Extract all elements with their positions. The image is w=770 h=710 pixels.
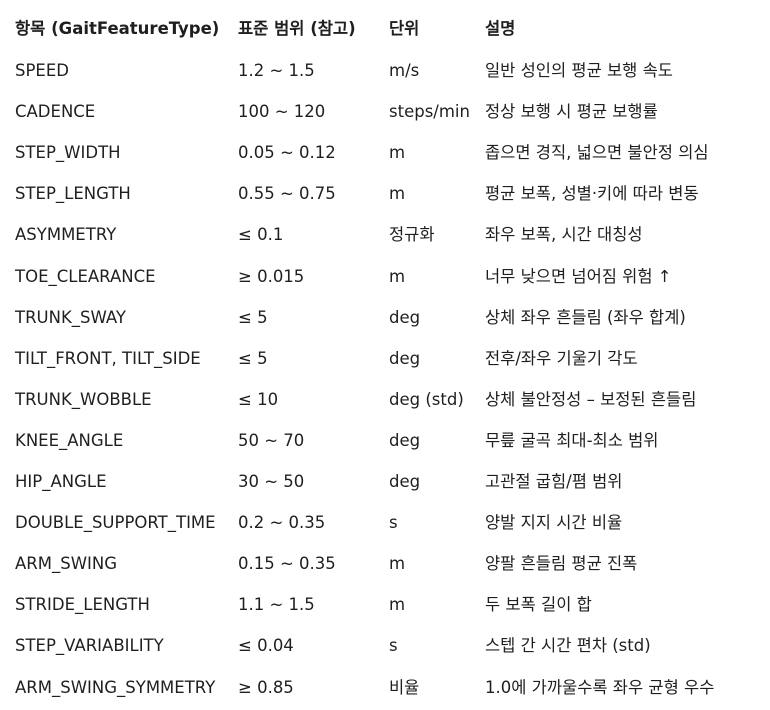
cell-unit: deg — [389, 472, 421, 491]
cell-unit: deg (std) — [389, 389, 464, 409]
cell-description: 너무 낮으면 넘어짐 위험 ↑ — [485, 266, 672, 286]
cell-unit: m — [389, 184, 406, 204]
cell-standard-range: 100 ~ 120 — [238, 102, 326, 122]
cell-description: 좁으면 경직, 넓으면 불안정 의심 — [485, 143, 709, 163]
table-row: DOUBLE_SUPPORT_TIME 0.2 ~ 0.35 s 양발 지지 시간 비… — [0, 502, 770, 543]
cell-standard-range: 30 ~ 50 — [238, 472, 305, 491]
cell-standard-range: 0.2 ~ 0.35 — [238, 513, 326, 533]
cell-standard-range: ≤ 0.04 — [238, 636, 294, 656]
cell-standard-range: 50 ~ 70 — [238, 430, 305, 450]
cell-feature: TILT_FRONT, TILT_SIDE — [15, 348, 201, 368]
cell-description: 전후/좌우 기울기 각도 — [485, 348, 638, 368]
cell-description: 1.0에 가까울수록 좌우 균형 우수 — [485, 677, 715, 697]
cell-unit: m — [389, 595, 406, 615]
cell-feature: KNEE_ANGLE — [15, 430, 124, 450]
cell-standard-range: 1.1 ~ 1.5 — [238, 595, 315, 615]
cell-unit: steps/min — [389, 102, 470, 122]
cell-feature: HIP_ANGLE — [15, 472, 107, 491]
header-description: 설명 — [485, 19, 516, 38]
table-row: ASYMMETRY ≤ 0.1 정규화 좌우 보폭, 시간 대칭성 — [0, 214, 770, 255]
cell-feature: TRUNK_SWAY — [15, 307, 127, 327]
table-row: SPEED 1.2 ~ 1.5 m/s 일반 성인의 평균 보행 속도 — [0, 50, 770, 91]
cell-description: 정상 보행 시 평균 보행률 — [485, 102, 658, 122]
table-row: STEP_VARIABILITY ≤ 0.04 s 스텝 간 시간 편차 (std) — [0, 625, 770, 666]
cell-feature: TOE_CLEARANCE — [15, 266, 156, 286]
cell-description: 무릎 굴곡 최대-최소 범위 — [485, 430, 659, 450]
table-row: STRIDE_LENGTH 1.1 ~ 1.5 m 두 보폭 길이 합 — [0, 584, 770, 625]
cell-feature: CADENCE — [15, 102, 96, 122]
cell-feature: ASYMMETRY — [15, 225, 117, 245]
cell-description: 고관절 굽힘/폄 범위 — [485, 472, 623, 491]
table-row: KNEE_ANGLE 50 ~ 70 deg 무릎 굴곡 최대-최소 범위 — [0, 420, 770, 461]
cell-standard-range: 0.05 ~ 0.12 — [238, 143, 336, 163]
cell-description: 상체 불안정성 – 보정된 흔들림 — [485, 389, 697, 409]
cell-feature: STEP_LENGTH — [15, 184, 131, 204]
cell-standard-range: ≥ 0.015 — [238, 266, 305, 286]
cell-unit: 비율 — [389, 677, 420, 697]
header-standard-range: 표준 범위 (참고) — [238, 19, 356, 38]
cell-description: 평균 보폭, 성별·키에 따라 변동 — [485, 184, 699, 204]
table-row: ARM_SWING 0.15 ~ 0.35 m 양팔 흔들림 평균 진폭 — [0, 543, 770, 584]
cell-unit: deg — [389, 348, 421, 368]
cell-unit: deg — [389, 430, 421, 450]
cell-description: 두 보폭 길이 합 — [485, 595, 592, 615]
cell-standard-range: ≤ 5 — [238, 307, 268, 327]
table-row: CADENCE 100 ~ 120 steps/min 정상 보행 시 평균 보행률 — [0, 91, 770, 132]
cell-unit: 정규화 — [389, 225, 435, 245]
cell-standard-range: ≤ 0.1 — [238, 225, 284, 245]
cell-feature: STRIDE_LENGTH — [15, 595, 150, 615]
cell-unit: m — [389, 266, 406, 286]
cell-feature: DOUBLE_SUPPORT_TIME — [15, 513, 216, 533]
table-row: TRUNK_WOBBLE ≤ 10 deg (std) 상체 불안정성 – 보정된 흔… — [0, 379, 770, 420]
header-feature: 항목 (GaitFeatureType) — [15, 19, 220, 38]
cell-standard-range: 0.15 ~ 0.35 — [238, 554, 336, 574]
cell-standard-range: 1.2 ~ 1.5 — [238, 61, 315, 80]
cell-feature: SPEED — [15, 61, 69, 80]
table-row: TILT_FRONT, TILT_SIDE ≤ 5 deg 전후/좌우 기울기 각도 — [0, 338, 770, 379]
table-row: STEP_LENGTH 0.55 ~ 0.75 m 평균 보폭, 성별·키에 따라 변… — [0, 173, 770, 214]
cell-unit: s — [389, 636, 398, 656]
cell-unit: deg — [389, 307, 421, 327]
table-row: TOE_CLEARANCE ≥ 0.015 m 너무 낮으면 넘어짐 위험 ↑ — [0, 256, 770, 297]
cell-description: 양팔 흔들림 평균 진폭 — [485, 554, 638, 574]
table-row: STEP_WIDTH 0.05 ~ 0.12 m 좁으면 경직, 넓으면 불안정 의심 — [0, 132, 770, 173]
table-row: HIP_ANGLE 30 ~ 50 deg 고관절 굽힘/폄 범위 — [0, 461, 770, 502]
cell-standard-range: ≥ 0.85 — [238, 677, 294, 697]
cell-feature: ARM_SWING_SYMMETRY — [15, 677, 216, 697]
cell-description: 상체 좌우 흔들림 (좌우 합계) — [485, 307, 686, 327]
table-row: TRUNK_SWAY ≤ 5 deg 상체 좌우 흔들림 (좌우 합계) — [0, 297, 770, 338]
cell-description: 스텝 간 시간 편차 (std) — [485, 636, 651, 656]
table-header-row: 항목 (GaitFeatureType) 표준 범위 (참고) 단위 설명 — [0, 8, 770, 49]
table-row: ARM_SWING_SYMMETRY ≥ 0.85 비율 1.0에 가까울수록 좌우 … — [0, 667, 770, 708]
cell-unit: s — [389, 513, 398, 533]
cell-feature: STEP_WIDTH — [15, 143, 121, 163]
cell-feature: STEP_VARIABILITY — [15, 636, 164, 656]
cell-description: 일반 성인의 평균 보행 속도 — [485, 61, 673, 80]
cell-standard-range: 0.55 ~ 0.75 — [238, 184, 336, 204]
header-unit: 단위 — [389, 19, 420, 38]
cell-standard-range: ≤ 10 — [238, 389, 279, 409]
cell-feature: TRUNK_WOBBLE — [15, 389, 152, 409]
cell-feature: ARM_SWING — [15, 554, 118, 574]
cell-standard-range: ≤ 5 — [238, 348, 268, 368]
cell-unit: m — [389, 143, 406, 163]
cell-unit: m — [389, 554, 406, 574]
cell-unit: m/s — [389, 61, 420, 80]
cell-description: 좌우 보폭, 시간 대칭성 — [485, 225, 643, 245]
cell-description: 양발 지지 시간 비율 — [485, 513, 623, 533]
